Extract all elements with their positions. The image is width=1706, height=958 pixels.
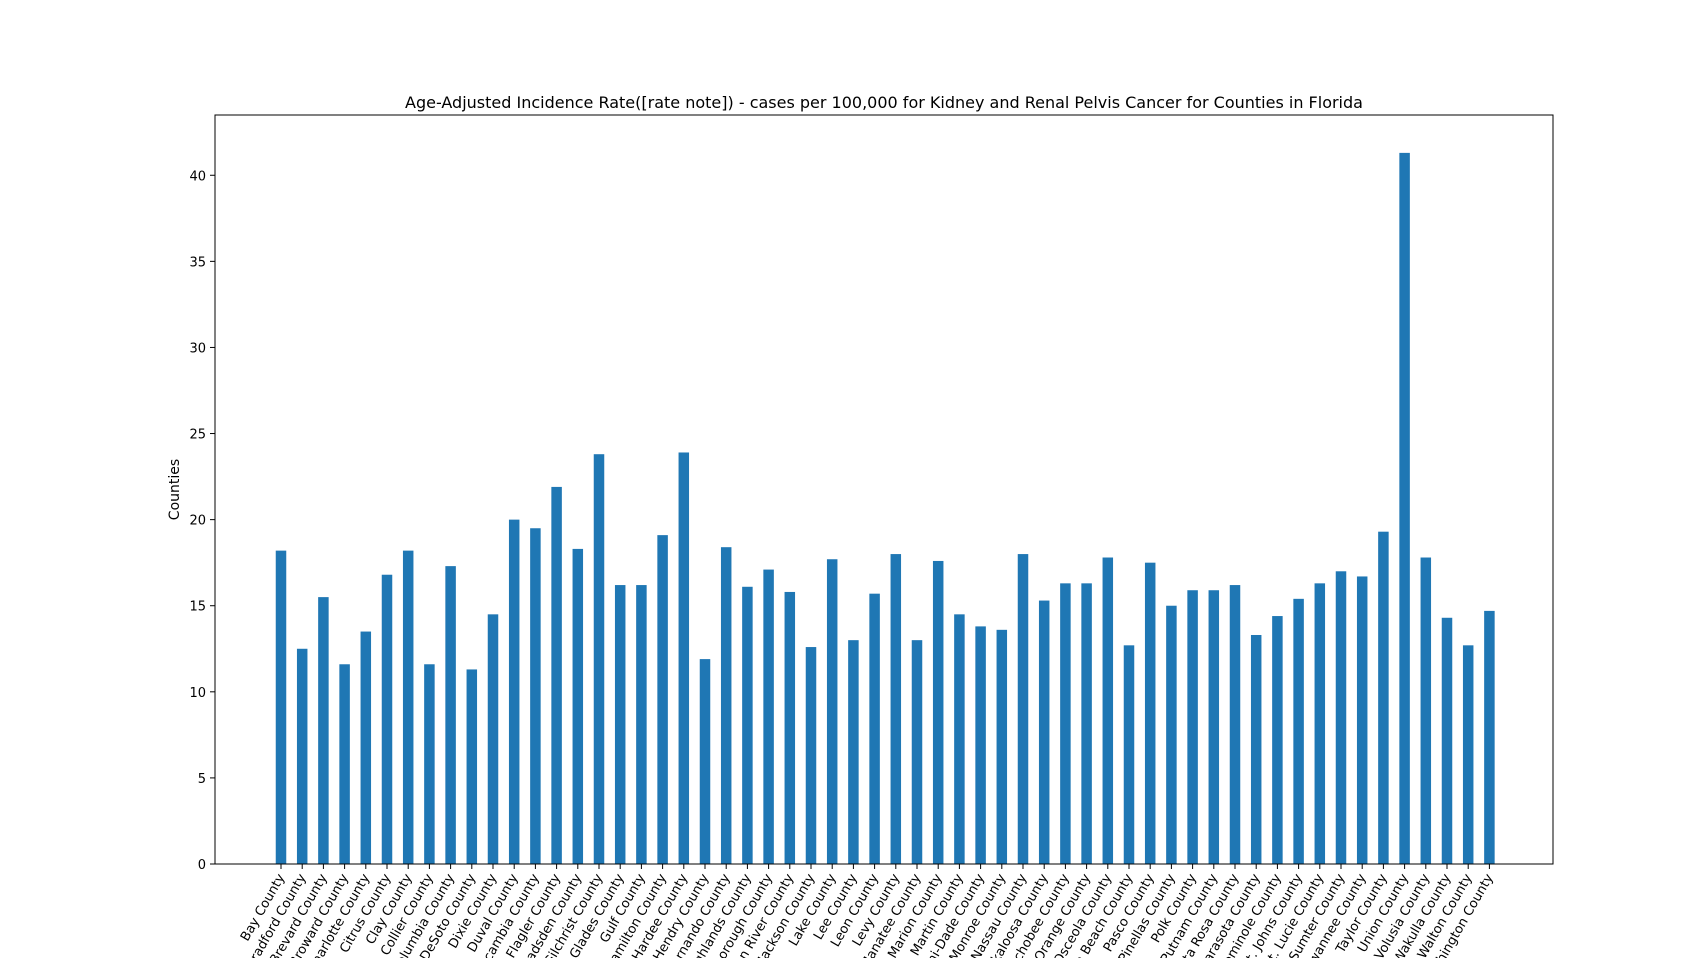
- bar: [1441, 617, 1453, 864]
- y-tick-label: 20: [189, 514, 206, 529]
- bar: [1272, 616, 1283, 864]
- bar: [1356, 576, 1368, 864]
- y-tick-label: 10: [189, 686, 206, 701]
- bar: [784, 591, 796, 864]
- bar: [826, 559, 838, 864]
- bar: [975, 626, 986, 864]
- chart-title: Age-Adjusted Incidence Rate([rate note])…: [405, 93, 1363, 112]
- bar: [466, 669, 478, 864]
- bar: [360, 631, 372, 864]
- bar: [339, 664, 350, 864]
- y-tick-label: 0: [198, 858, 206, 873]
- bar: [275, 550, 287, 864]
- bar: [1081, 583, 1092, 864]
- bar: [1017, 554, 1029, 864]
- bar: [530, 528, 541, 864]
- y-tick-label: 35: [189, 255, 206, 270]
- bars: [275, 152, 1495, 864]
- bar: [487, 614, 499, 864]
- bar: [657, 535, 668, 864]
- bar: [1314, 583, 1326, 864]
- bar: [996, 629, 1008, 864]
- bar: [932, 560, 944, 864]
- y-tick-label: 25: [189, 428, 206, 443]
- bar: [763, 569, 774, 864]
- bar: [911, 640, 923, 864]
- bar: [1187, 590, 1198, 864]
- bar: [1144, 562, 1156, 864]
- bar: [890, 554, 902, 864]
- bar: [424, 664, 435, 864]
- y-tick-label: 15: [189, 600, 206, 615]
- bar: [869, 593, 880, 864]
- bar: [805, 647, 817, 864]
- plot-area-frame: [214, 114, 1554, 865]
- bar: [1038, 600, 1050, 864]
- bar: [1229, 585, 1241, 864]
- bar: [296, 648, 308, 864]
- y-axis-ticks: 0 5 10 15 20 25 30 35 40: [189, 169, 215, 873]
- bar: [678, 452, 690, 864]
- bar: [720, 547, 732, 864]
- y-tick-label: 30: [189, 341, 206, 356]
- bar: [636, 585, 647, 864]
- bar: [402, 550, 414, 864]
- bar: [593, 454, 605, 864]
- bar: [1293, 598, 1304, 864]
- bar: [1335, 571, 1347, 864]
- bar: [1399, 152, 1410, 864]
- bar: [508, 519, 520, 864]
- bar: [572, 548, 584, 864]
- bar: [1378, 531, 1389, 864]
- bar: [1484, 610, 1495, 864]
- bar: [614, 585, 626, 864]
- bar: [1208, 590, 1220, 864]
- bar: [848, 640, 859, 864]
- bar: [381, 574, 393, 864]
- bar: [742, 586, 753, 864]
- bar: [1250, 634, 1262, 864]
- bar: [445, 566, 456, 864]
- y-axis-label: Counties: [167, 459, 183, 520]
- y-tick-label: 40: [189, 169, 206, 184]
- bar: [318, 597, 329, 864]
- bar: [1102, 557, 1114, 864]
- bar: [954, 614, 965, 864]
- bar: [1166, 605, 1177, 864]
- bar: [1060, 583, 1071, 864]
- bar: [1462, 645, 1474, 864]
- y-tick-label: 5: [198, 772, 206, 787]
- bar: [1420, 557, 1432, 864]
- bar: [551, 486, 562, 864]
- bar: [699, 659, 711, 864]
- bar: [1123, 645, 1135, 864]
